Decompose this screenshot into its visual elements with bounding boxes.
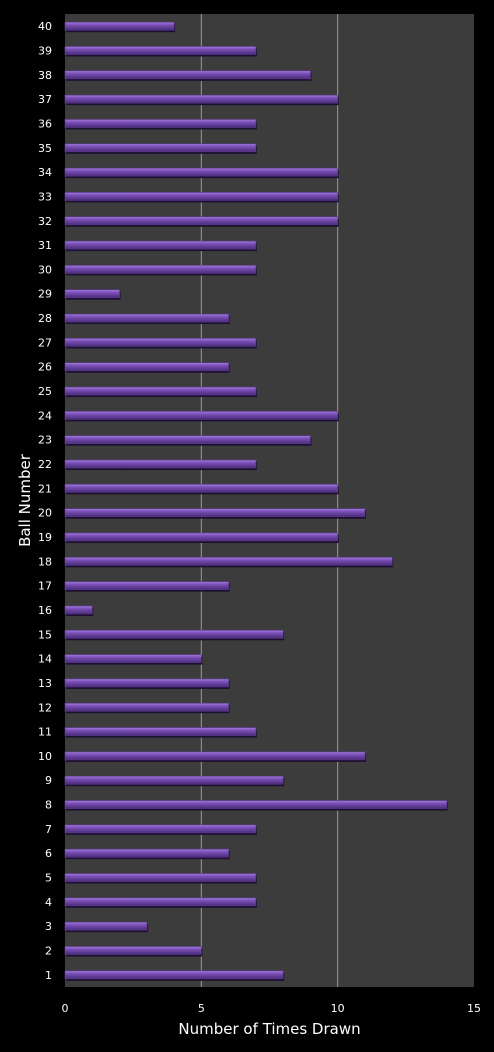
y-tick-label: 16 bbox=[38, 604, 52, 617]
x-tick-label: 15 bbox=[467, 1002, 481, 1015]
bar-ball-3 bbox=[64, 921, 148, 931]
y-tick-label: 25 bbox=[38, 385, 52, 398]
y-tick-label: 31 bbox=[38, 239, 52, 252]
bar-ball-2 bbox=[64, 946, 202, 955]
bar-ball-30 bbox=[64, 265, 257, 274]
bar-ball-29 bbox=[64, 289, 120, 299]
bar-ball-14 bbox=[64, 654, 202, 663]
bar-ball-26 bbox=[64, 362, 229, 372]
bar-ball-16 bbox=[64, 605, 93, 615]
bar-ball-5 bbox=[64, 873, 257, 882]
bar-ball-11 bbox=[64, 727, 257, 736]
y-tick-label: 10 bbox=[38, 750, 52, 763]
bar-ball-10 bbox=[64, 751, 366, 761]
y-tick-label: 13 bbox=[38, 677, 52, 690]
bar-ball-37 bbox=[64, 94, 338, 104]
y-tick-label: 35 bbox=[38, 142, 52, 155]
bar-ball-13 bbox=[64, 678, 229, 688]
bar-ball-8 bbox=[64, 800, 448, 809]
y-tick-label: 34 bbox=[38, 166, 52, 179]
bar-ball-32 bbox=[64, 216, 338, 226]
y-tick-label: 40 bbox=[38, 20, 52, 33]
bar-ball-36 bbox=[64, 119, 257, 128]
y-tick-label: 12 bbox=[38, 701, 52, 714]
bar-ball-24 bbox=[64, 411, 338, 420]
plot-area bbox=[65, 14, 474, 987]
y-tick-label: 32 bbox=[38, 215, 52, 228]
bar-ball-38 bbox=[64, 70, 311, 80]
y-tick-label: 30 bbox=[38, 263, 52, 276]
y-tick-label: 27 bbox=[38, 336, 52, 349]
y-tick-label: 4 bbox=[45, 896, 52, 909]
bar-ball-6 bbox=[64, 848, 229, 858]
bar-ball-23 bbox=[64, 435, 311, 444]
y-tick-label: 37 bbox=[38, 93, 52, 106]
y-tick-label: 6 bbox=[45, 847, 52, 860]
bar-ball-17 bbox=[64, 581, 229, 590]
bar-ball-15 bbox=[64, 629, 284, 639]
y-axis-title: Ball Number bbox=[16, 453, 34, 547]
y-tick-label: 9 bbox=[45, 774, 52, 787]
y-tick-label: 19 bbox=[38, 531, 52, 544]
bar-ball-9 bbox=[64, 775, 284, 785]
bar-ball-1 bbox=[64, 970, 284, 980]
bar-ball-12 bbox=[64, 702, 229, 712]
bar-ball-28 bbox=[64, 313, 229, 323]
bar-ball-27 bbox=[64, 338, 257, 347]
y-tick-label: 22 bbox=[38, 458, 52, 471]
x-tick-label: 5 bbox=[198, 1002, 205, 1015]
bar-ball-40 bbox=[64, 21, 175, 31]
y-tick-label: 21 bbox=[38, 482, 52, 495]
bar-ball-4 bbox=[64, 897, 257, 907]
y-tick-label: 2 bbox=[45, 945, 52, 958]
bar-ball-31 bbox=[64, 240, 257, 250]
y-tick-label: 39 bbox=[38, 44, 52, 57]
y-tick-label: 33 bbox=[38, 190, 52, 203]
bar-ball-33 bbox=[64, 192, 338, 201]
bar-ball-22 bbox=[64, 459, 257, 469]
bar-ball-34 bbox=[64, 167, 338, 177]
y-tick-label: 29 bbox=[38, 288, 52, 301]
bar-ball-20 bbox=[64, 508, 366, 517]
y-tick-label: 17 bbox=[38, 580, 52, 593]
y-tick-label: 26 bbox=[38, 361, 52, 374]
bar-ball-18 bbox=[64, 557, 393, 566]
y-tick-label: 7 bbox=[45, 823, 52, 836]
y-tick-label: 11 bbox=[38, 726, 52, 739]
x-tick-label: 0 bbox=[62, 1002, 69, 1015]
x-axis-title: Number of Times Drawn bbox=[178, 1020, 360, 1038]
bar-ball-35 bbox=[64, 143, 257, 153]
y-tick-label: 23 bbox=[38, 434, 52, 447]
y-tick-label: 28 bbox=[38, 312, 52, 325]
y-tick-label: 20 bbox=[38, 507, 52, 520]
bar-ball-7 bbox=[64, 824, 257, 834]
bar-ball-21 bbox=[64, 484, 338, 493]
bar-ball-25 bbox=[64, 386, 257, 396]
y-tick-label: 5 bbox=[45, 872, 52, 885]
x-tick-label: 10 bbox=[331, 1002, 345, 1015]
y-tick-label: 24 bbox=[38, 409, 52, 422]
bar-ball-19 bbox=[64, 532, 338, 542]
bar-ball-39 bbox=[64, 46, 257, 55]
y-tick-label: 38 bbox=[38, 69, 52, 82]
y-tick-label: 3 bbox=[45, 920, 52, 933]
y-tick-label: 15 bbox=[38, 628, 52, 641]
y-tick-label: 36 bbox=[38, 117, 52, 130]
y-tick-label: 8 bbox=[45, 799, 52, 812]
y-tick-label: 1 bbox=[45, 969, 52, 982]
y-tick-label: 14 bbox=[38, 653, 52, 666]
y-tick-label: 18 bbox=[38, 555, 52, 568]
